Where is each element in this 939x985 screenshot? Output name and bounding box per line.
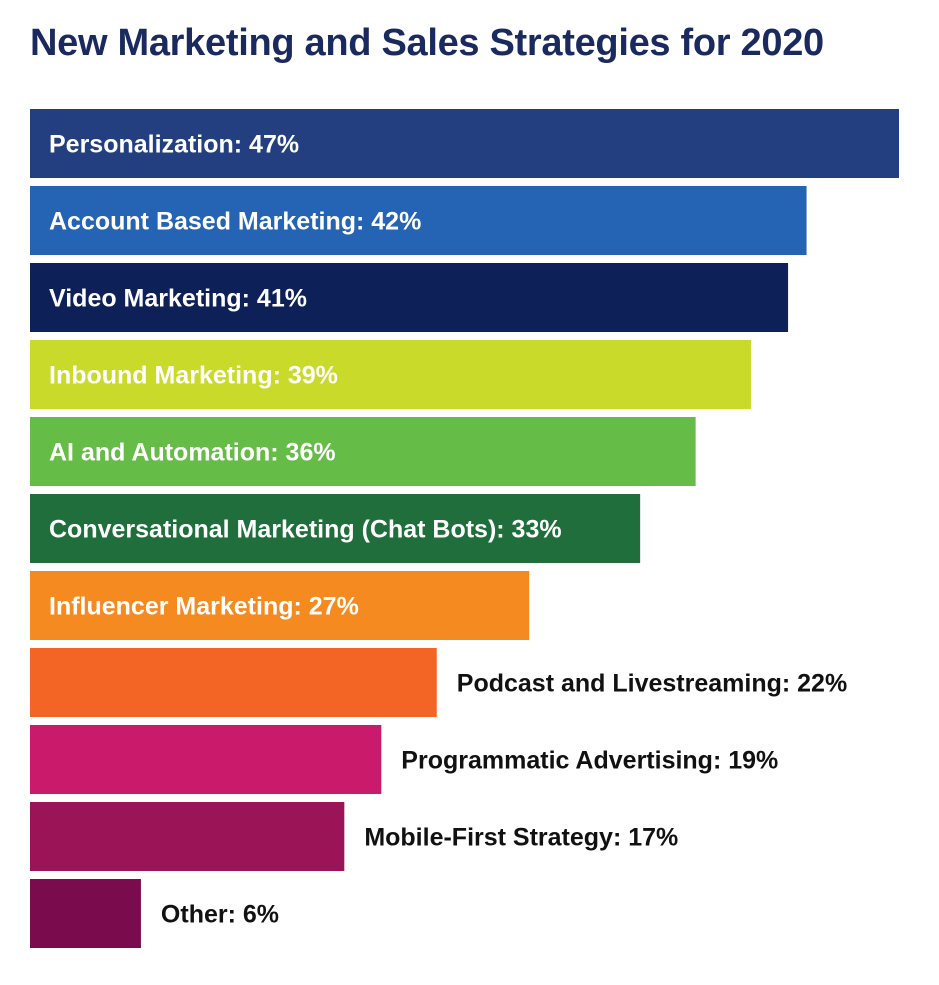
chart-title: New Marketing and Sales Strategies for 2… (30, 22, 824, 64)
bar-label-0: Personalization: 47% (49, 131, 299, 159)
bar-3 (30, 340, 752, 409)
bar-2 (30, 263, 789, 332)
bar-5 (30, 494, 641, 563)
bar-label-4: AI and Automation: 36% (49, 439, 336, 467)
bar-8 (30, 725, 382, 794)
bar-label-8: Programmatic Advertising: 19% (401, 747, 778, 775)
bar-0 (30, 109, 899, 178)
bar-4 (30, 417, 696, 486)
bar-label-6: Influencer Marketing: 27% (49, 593, 359, 621)
bar-label-10: Other: 6% (161, 901, 279, 929)
bar-label-1: Account Based Marketing: 42% (49, 208, 421, 236)
bar-1 (30, 186, 807, 255)
bar-label-9: Mobile-First Strategy: 17% (364, 824, 678, 852)
bar-label-5: Conversational Marketing (Chat Bots): 33… (49, 516, 562, 544)
bar-7 (30, 648, 437, 717)
bar-label-7: Podcast and Livestreaming: 22% (457, 670, 847, 698)
bar-9 (30, 802, 345, 871)
bar-10 (30, 879, 141, 948)
bar-label-2: Video Marketing: 41% (49, 285, 307, 313)
bar-label-3: Inbound Marketing: 39% (49, 362, 338, 390)
bar-6 (30, 571, 530, 640)
